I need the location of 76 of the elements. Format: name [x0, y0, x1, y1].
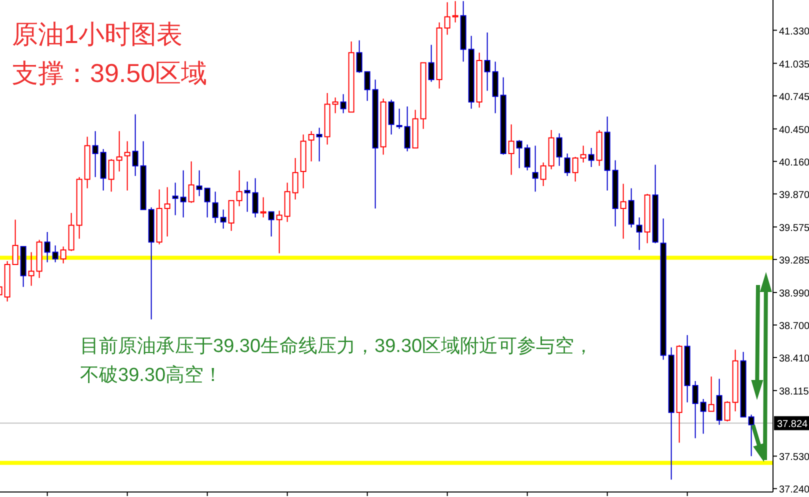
candlestick	[580, 145, 586, 164]
candlestick	[276, 210, 282, 254]
candlestick	[108, 158, 114, 192]
ref-line-label: 37.824	[777, 419, 808, 430]
candlestick	[180, 170, 186, 218]
candlestick	[244, 181, 250, 212]
candlestick	[172, 182, 178, 216]
y-tick-label: 37.530	[779, 452, 809, 464]
candlestick	[268, 211, 274, 237]
candlestick	[748, 414, 754, 457]
y-tick-label: 41.035	[779, 59, 809, 70]
candlestick	[164, 186, 170, 237]
candlestick	[196, 170, 202, 197]
candlestick	[188, 160, 194, 204]
annotation: 目前原油承压于39.30生命线压力，39.30区域附近可参与空，	[80, 335, 594, 357]
y-tick-label: 39.575	[779, 222, 809, 234]
candlestick	[452, 0, 458, 23]
y-tick-label: 40.745	[779, 92, 809, 103]
y-tick-label: 39.285	[779, 255, 809, 266]
candlestick	[524, 144, 530, 171]
candlestick	[356, 40, 362, 74]
candlestick	[124, 140, 130, 192]
y-tick-label: 40.450	[779, 124, 809, 136]
candlestick	[292, 158, 298, 200]
y-tick-label: 38.700	[779, 321, 809, 332]
candlestick	[260, 196, 266, 218]
candlestick	[60, 246, 66, 264]
candlestick	[220, 209, 226, 230]
candlestick	[692, 380, 698, 439]
candlestick	[532, 145, 538, 192]
candlestick	[92, 130, 98, 178]
candlestick	[308, 130, 314, 162]
candlestick	[212, 191, 218, 224]
candlestick	[620, 183, 626, 240]
candlestick	[700, 398, 706, 434]
candlestick	[516, 140, 522, 169]
text: 原油1小时图表	[12, 19, 182, 49]
y-tick-label: 41.330	[779, 26, 809, 38]
candlestick	[588, 147, 594, 168]
candlestick	[28, 252, 34, 286]
candlestick	[508, 124, 514, 176]
candlestick	[708, 376, 714, 412]
candlestick	[484, 32, 490, 92]
candlestick	[12, 219, 18, 265]
y-tick-label: 38.410	[779, 354, 809, 365]
candlestick	[116, 130, 122, 172]
text: 支撑：39.50区域	[12, 58, 208, 88]
y-tick-label: 38.990	[779, 288, 809, 300]
candlestick	[636, 216, 642, 250]
candlestick	[252, 178, 258, 218]
candlestick	[132, 114, 138, 176]
candlestick	[332, 97, 338, 114]
candlestick	[564, 153, 570, 176]
candlestick	[444, 2, 450, 36]
y-tick-label: 38.115	[779, 386, 809, 398]
candlestick	[556, 132, 562, 166]
candlestick	[724, 400, 730, 422]
candlestick	[236, 170, 242, 207]
y-tick-label: 40.160	[779, 157, 809, 168]
candlestick	[628, 188, 634, 228]
candlestick	[52, 244, 58, 263]
candlestick	[364, 71, 370, 102]
candlestick	[316, 127, 322, 162]
candlestick	[404, 106, 410, 152]
candlestick	[340, 94, 346, 114]
candlestick	[228, 200, 234, 232]
candlestick	[396, 108, 402, 130]
candlestick	[44, 231, 50, 263]
candlestick	[572, 156, 578, 182]
annotation: 不破39.30高空！	[80, 364, 223, 386]
y-tick-label: 37.240	[779, 484, 809, 496]
y-tick-label: 39.870	[779, 190, 809, 201]
candlestick	[428, 44, 434, 82]
candlestick	[204, 188, 210, 218]
candlestick	[540, 162, 546, 187]
candlestick	[388, 99, 394, 135]
